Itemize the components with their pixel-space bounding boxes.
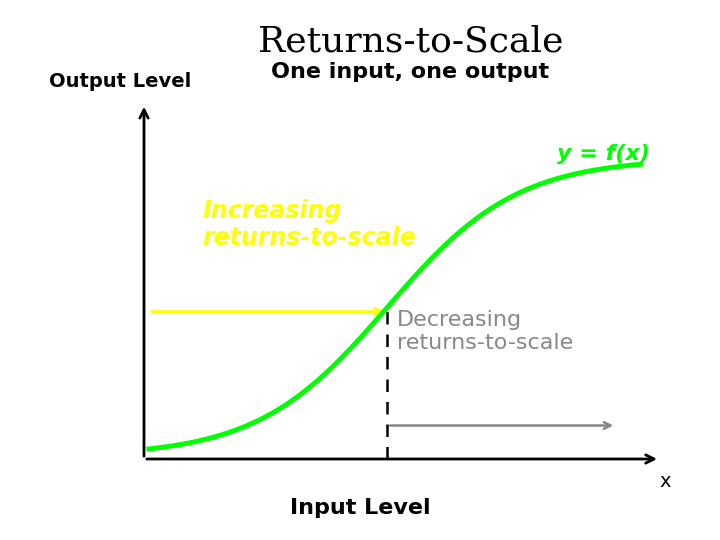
Text: Returns-to-Scale: Returns-to-Scale [258, 24, 563, 58]
Text: x: x [659, 472, 670, 491]
Text: One input, one output: One input, one output [271, 62, 549, 82]
Text: Increasing
returns-to-scale: Increasing returns-to-scale [202, 199, 416, 251]
Text: Decreasing
returns-to-scale: Decreasing returns-to-scale [397, 310, 573, 353]
Text: Input Level: Input Level [289, 498, 431, 518]
Text: y = f(x): y = f(x) [557, 144, 650, 164]
Text: Output Level: Output Level [50, 72, 192, 91]
